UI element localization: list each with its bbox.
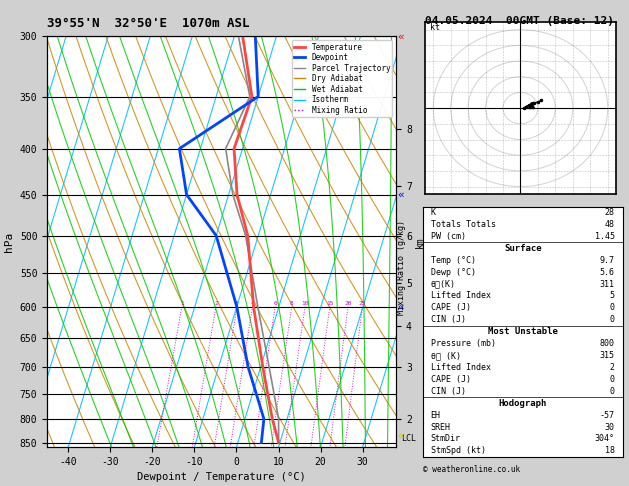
Text: «: « (398, 302, 404, 312)
Text: θᴄ(K): θᴄ(K) (431, 279, 455, 289)
Text: 0: 0 (610, 303, 615, 312)
X-axis label: Dewpoint / Temperature (°C): Dewpoint / Temperature (°C) (137, 472, 306, 483)
Text: 30: 30 (604, 422, 615, 432)
Text: K: K (431, 208, 436, 217)
Text: θᴄ (K): θᴄ (K) (431, 351, 460, 360)
Text: 2: 2 (610, 363, 615, 372)
Text: 311: 311 (599, 279, 615, 289)
Text: Dewp (°C): Dewp (°C) (431, 268, 476, 277)
Text: Totals Totals: Totals Totals (431, 220, 496, 229)
Text: StmDir: StmDir (431, 434, 460, 443)
Text: Lifted Index: Lifted Index (431, 363, 491, 372)
Text: CIN (J): CIN (J) (431, 315, 465, 324)
Text: 800: 800 (599, 339, 615, 348)
Text: 8: 8 (290, 300, 294, 306)
Text: 18: 18 (604, 446, 615, 455)
Text: 0: 0 (610, 315, 615, 324)
Text: SREH: SREH (431, 422, 451, 432)
Text: CAPE (J): CAPE (J) (431, 375, 470, 384)
Text: 04.05.2024  00GMT (Base: 12): 04.05.2024 00GMT (Base: 12) (425, 16, 613, 26)
Y-axis label: hPa: hPa (4, 232, 14, 252)
Text: Most Unstable: Most Unstable (487, 327, 558, 336)
Text: 5: 5 (610, 292, 615, 300)
Text: 4: 4 (250, 300, 254, 306)
Text: Hodograph: Hodograph (499, 399, 547, 408)
Text: «: « (398, 431, 404, 441)
Text: 3: 3 (235, 300, 239, 306)
Text: kt: kt (430, 23, 440, 32)
Text: EH: EH (431, 411, 441, 419)
Text: 0: 0 (610, 375, 615, 384)
Text: 315: 315 (599, 351, 615, 360)
Text: Surface: Surface (504, 244, 542, 253)
Text: CIN (J): CIN (J) (431, 387, 465, 396)
Text: 15: 15 (326, 300, 333, 306)
Text: 1: 1 (180, 300, 184, 306)
Text: LCL: LCL (401, 434, 416, 443)
Text: © weatheronline.co.uk: © weatheronline.co.uk (423, 465, 520, 474)
Text: Lifted Index: Lifted Index (431, 292, 491, 300)
Text: Mixing Ratio (g/kg): Mixing Ratio (g/kg) (397, 220, 406, 315)
Text: 10: 10 (301, 300, 309, 306)
Legend: Temperature, Dewpoint, Parcel Trajectory, Dry Adiabat, Wet Adiabat, Isotherm, Mi: Temperature, Dewpoint, Parcel Trajectory… (292, 40, 392, 117)
Text: 9.7: 9.7 (599, 256, 615, 265)
Text: 2: 2 (214, 300, 218, 306)
Text: «: « (398, 32, 404, 41)
Text: 5.6: 5.6 (599, 268, 615, 277)
Text: PW (cm): PW (cm) (431, 232, 465, 241)
Y-axis label: km
ASL: km ASL (415, 233, 437, 251)
Text: 0: 0 (610, 387, 615, 396)
Text: -57: -57 (599, 411, 615, 419)
Text: 39°55'N  32°50'E  1070m ASL: 39°55'N 32°50'E 1070m ASL (47, 17, 250, 30)
Text: 1.45: 1.45 (594, 232, 615, 241)
Text: 20: 20 (344, 300, 352, 306)
Text: StmSpd (kt): StmSpd (kt) (431, 446, 486, 455)
Text: Pressure (mb): Pressure (mb) (431, 339, 496, 348)
Text: CAPE (J): CAPE (J) (431, 303, 470, 312)
Text: «: « (398, 190, 404, 200)
Text: 304°: 304° (594, 434, 615, 443)
Text: 28: 28 (604, 208, 615, 217)
Text: 6: 6 (273, 300, 277, 306)
Text: Temp (°C): Temp (°C) (431, 256, 476, 265)
Text: 25: 25 (359, 300, 366, 306)
Text: 48: 48 (604, 220, 615, 229)
